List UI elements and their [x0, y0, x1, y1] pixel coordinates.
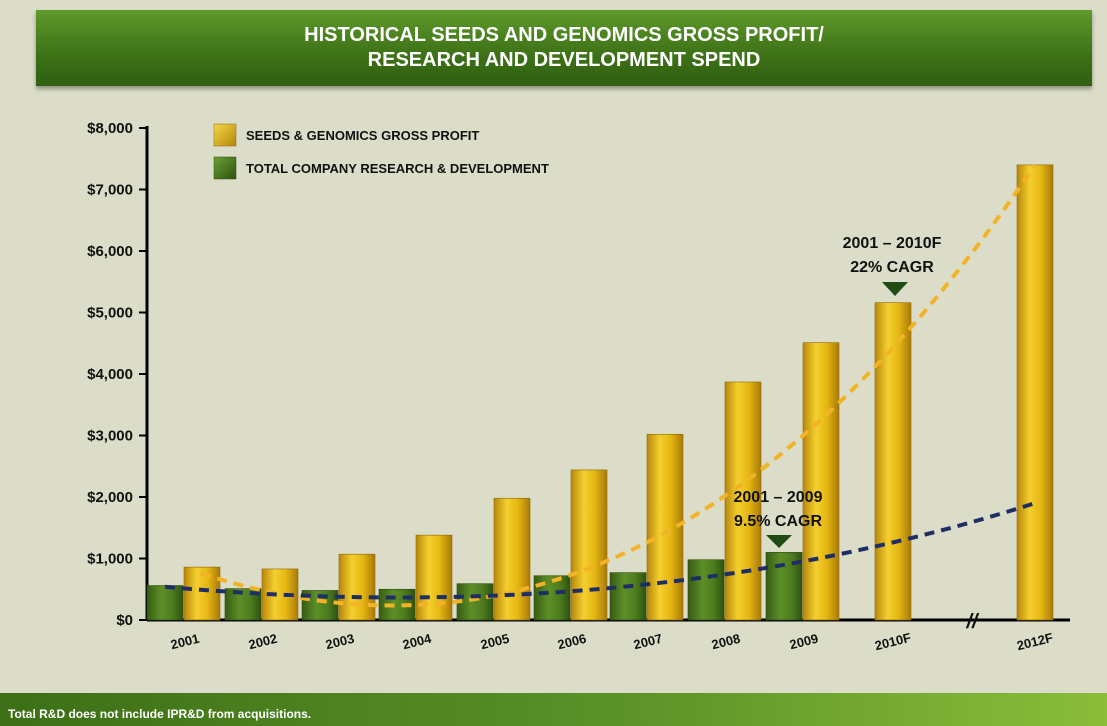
y-tick-label: $6,000 — [87, 243, 133, 260]
annotation-seeds-arrow-icon — [882, 282, 908, 296]
bar-rnd — [609, 572, 647, 621]
x-tick-label: 2004 — [401, 631, 433, 653]
annotation-rnd-cagr-line-2: 9.5% CAGR — [734, 513, 822, 530]
x-tick-label: 2012F — [1015, 630, 1054, 653]
bar-seeds — [493, 497, 531, 621]
bar-seeds — [183, 566, 221, 621]
x-tick-label: 2009 — [788, 631, 820, 653]
y-axis: $0 $1,000 $2,000 $3,000 $4,000 $5,000 $6,000 $7… — [87, 120, 149, 629]
annotation-rnd-arrow-icon — [766, 535, 792, 548]
bar-seeds — [802, 342, 840, 621]
annotation-seeds-cagr-line-2: 22% CAGR — [850, 259, 934, 276]
trendline-seeds — [200, 163, 1037, 608]
annotation-seeds-cagr: 2001 – 2010F 22% CAGR — [843, 235, 942, 296]
chart-plot: $0 $1,000 $2,000 $3,000 $4,000 $5,000 $6,000 $7… — [87, 120, 1070, 653]
chart-title-line-1: HISTORICAL SEEDS AND GENOMICS GROSS PROF… — [304, 24, 824, 46]
x-tick-label: 2003 — [324, 631, 356, 653]
bar-seeds — [570, 469, 608, 621]
bar-seeds — [338, 553, 376, 621]
x-tick-label: 2002 — [247, 631, 279, 653]
legend: SEEDS & GENOMICS GROSS PROFIT TOTAL COMP… — [213, 123, 549, 180]
y-tick-label: $4,000 — [87, 366, 133, 383]
bar-rnd — [687, 559, 725, 621]
y-tick-label: $0 — [116, 612, 133, 629]
y-tick-label: $5,000 — [87, 305, 133, 322]
y-tick-label: $8,000 — [87, 120, 133, 137]
bar-seeds — [874, 302, 912, 621]
axis-break-marker: // — [965, 611, 980, 633]
y-tick-label: $3,000 — [87, 428, 133, 445]
legend-swatch-rnd — [213, 156, 237, 180]
annotation-rnd-cagr: 2001 – 2009 9.5% CAGR — [734, 489, 823, 548]
annotation-rnd-cagr-line-1: 2001 – 2009 — [734, 489, 823, 506]
footer-note: Total R&D does not include IPR&D from ac… — [0, 693, 1107, 726]
legend-label-seeds: SEEDS & GENOMICS GROSS PROFIT — [246, 128, 479, 143]
x-tick-label: 2001 — [169, 631, 201, 653]
x-tick-label: 2005 — [479, 631, 511, 653]
bar-rnd — [533, 575, 571, 621]
x-tick-label: 2007 — [632, 631, 664, 653]
legend-swatch-seeds — [213, 123, 237, 147]
y-tick-label: $7,000 — [87, 182, 133, 199]
y-tick-label: $2,000 — [87, 489, 133, 506]
footer-note-text: Total R&D does not include IPR&D from ac… — [8, 707, 312, 721]
bar-seeds — [724, 381, 762, 621]
bars — [146, 164, 1054, 621]
annotation-seeds-cagr-line-1: 2001 – 2010F — [843, 235, 942, 252]
chart-title-banner: HISTORICAL SEEDS AND GENOMICS GROSS PROF… — [36, 10, 1092, 86]
y-tick-label: $1,000 — [87, 551, 133, 568]
x-axis: 2001 2002 2003 2004 2005 2006 2007 2008 2009 2010… — [147, 618, 1070, 653]
legend-label-rnd: TOTAL COMPANY RESEARCH & DEVELOPMENT — [246, 161, 549, 176]
bar-seeds — [415, 534, 453, 621]
x-tick-label: 2010F — [873, 630, 912, 653]
x-tick-label: 2006 — [556, 631, 588, 653]
chart-title-line-2: RESEARCH AND DEVELOPMENT SPEND — [367, 49, 761, 71]
bar-seeds — [1016, 164, 1054, 621]
x-tick-label: 2008 — [710, 631, 742, 653]
bar-rnd — [456, 583, 494, 621]
trendlines — [164, 163, 1037, 608]
bar-rnd — [146, 585, 184, 621]
